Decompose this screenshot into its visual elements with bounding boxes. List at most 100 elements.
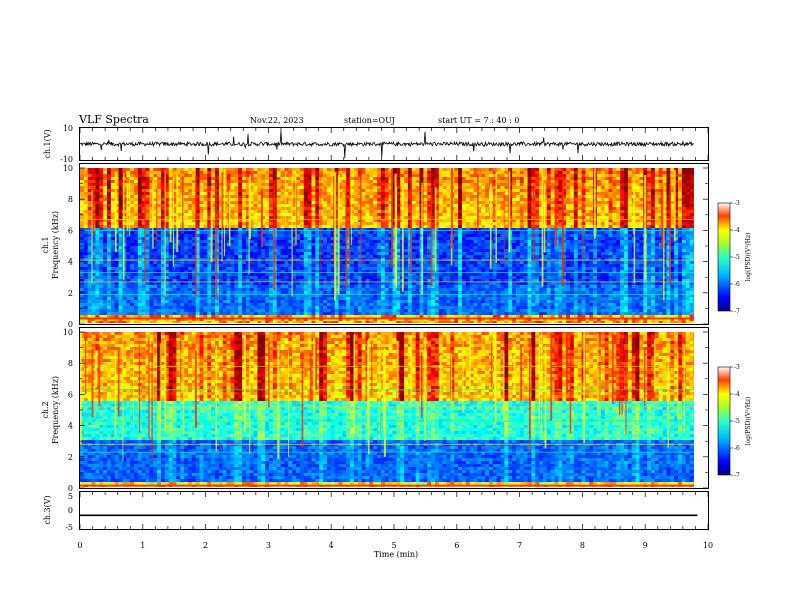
spectrogram-cell bbox=[211, 267, 216, 271]
spectrogram-cell bbox=[384, 285, 390, 289]
spectrogram-cell bbox=[384, 282, 390, 286]
spectrogram-cell bbox=[303, 237, 309, 241]
spectrogram-cell bbox=[315, 168, 320, 172]
spectrogram-cell bbox=[342, 306, 347, 310]
spectrogram-cell bbox=[153, 291, 158, 295]
spectrogram-cell bbox=[388, 228, 393, 232]
spectrogram-cell bbox=[145, 201, 150, 205]
spectrogram-cell bbox=[323, 321, 328, 323]
spectrogram-cell bbox=[87, 288, 92, 292]
spectrogram-cell bbox=[423, 282, 428, 286]
spectrogram-cell bbox=[284, 279, 289, 283]
spectrogram-cell bbox=[161, 198, 166, 202]
spectrogram-cell bbox=[280, 279, 285, 283]
spectrogram-cell bbox=[357, 261, 363, 265]
spectrogram-cell bbox=[180, 264, 185, 268]
spectrogram-cell bbox=[245, 261, 251, 265]
spectrogram-cell bbox=[114, 291, 119, 295]
spectrogram-cell bbox=[373, 207, 378, 211]
spectrogram-cell bbox=[134, 255, 139, 259]
spectrogram-cell bbox=[238, 297, 243, 301]
spectrogram-cell bbox=[253, 309, 258, 313]
spectrogram-cell bbox=[431, 177, 436, 181]
spectrogram-cell bbox=[296, 294, 301, 298]
spectrogram-cell bbox=[265, 294, 270, 298]
spectrogram-cell bbox=[195, 249, 201, 253]
spectrogram-cell bbox=[230, 309, 235, 313]
spectrogram-cell bbox=[203, 204, 208, 208]
spectrogram-cell bbox=[153, 168, 158, 172]
spectrogram-cell bbox=[296, 252, 301, 256]
spectrogram-cell bbox=[311, 207, 316, 211]
spectrogram-cell bbox=[114, 276, 119, 280]
spectrogram-cell bbox=[245, 183, 251, 187]
spectrogram-cell bbox=[269, 261, 274, 265]
spectrogram-cell bbox=[276, 183, 282, 187]
spectrogram-cell bbox=[330, 189, 336, 193]
spectrogram-cell bbox=[346, 252, 351, 256]
spectrogram-cell bbox=[145, 243, 150, 247]
spectrogram-cell bbox=[83, 243, 89, 247]
spectrogram-cell bbox=[303, 219, 309, 223]
spectrogram-cell bbox=[149, 186, 154, 190]
spectrogram-cell bbox=[427, 240, 432, 244]
spectrogram-cell bbox=[110, 210, 116, 214]
spectrogram-cell bbox=[404, 234, 409, 238]
spectrogram-cell bbox=[145, 321, 150, 323]
spectrogram-cell bbox=[149, 282, 154, 286]
spectrogram-cell bbox=[438, 168, 444, 172]
spectrogram-cell bbox=[415, 309, 420, 313]
spectrogram-cell bbox=[388, 282, 393, 286]
spectrogram-cell bbox=[380, 267, 386, 271]
spectrogram-cell bbox=[334, 234, 339, 238]
spectrogram-cell bbox=[353, 312, 359, 316]
spectrogram-cell bbox=[242, 309, 247, 313]
spectrogram-cell bbox=[280, 297, 285, 301]
spectrogram-cell bbox=[164, 270, 170, 274]
spectrogram-cell bbox=[180, 309, 185, 313]
spectrogram-cell bbox=[284, 282, 289, 286]
spectrogram-cell bbox=[261, 225, 266, 229]
spectrogram-cell bbox=[164, 294, 170, 298]
spectrogram-cell bbox=[249, 186, 255, 190]
spectrogram-cell bbox=[207, 240, 212, 244]
spectrogram-cell bbox=[191, 252, 197, 256]
spectrogram-cell bbox=[269, 294, 274, 298]
spectrogram-cell bbox=[272, 294, 278, 298]
spectrogram-cell bbox=[346, 216, 351, 220]
spectrogram-cell bbox=[172, 282, 177, 286]
spectrogram-cell bbox=[269, 192, 274, 196]
spectrogram-cell bbox=[103, 234, 108, 238]
spectrogram-cell bbox=[269, 270, 274, 274]
spectrogram-cell bbox=[307, 210, 312, 214]
spectrogram-cell bbox=[303, 234, 309, 238]
spectrogram-cell bbox=[326, 279, 332, 283]
spectrogram-cell bbox=[284, 207, 289, 211]
spectrogram-cell bbox=[380, 243, 386, 247]
spectrogram-cell bbox=[361, 264, 366, 268]
spectrogram-cell bbox=[157, 177, 162, 181]
spectrogram-cell bbox=[369, 288, 374, 292]
spectrogram-cell bbox=[338, 318, 343, 322]
spectrogram-cell bbox=[261, 189, 266, 193]
spectrogram-cell bbox=[161, 288, 166, 292]
spectrogram-cell bbox=[130, 183, 135, 187]
spectrogram-cell bbox=[292, 300, 297, 304]
spectrogram-cell bbox=[184, 261, 189, 265]
spectrogram-cell bbox=[118, 189, 123, 193]
spectrogram-cell bbox=[338, 249, 343, 253]
ch1-waveform bbox=[80, 130, 694, 159]
spectrogram-cell bbox=[423, 261, 428, 265]
spectrogram-cell bbox=[137, 285, 143, 289]
spectrogram-cell bbox=[134, 297, 139, 301]
spectrogram-cell bbox=[245, 255, 251, 259]
spectrogram-cell bbox=[284, 276, 289, 280]
spectrogram-cell bbox=[288, 306, 293, 310]
spectrogram-cell bbox=[353, 198, 359, 202]
spectrogram-cell bbox=[392, 171, 397, 175]
spectrogram-cell bbox=[153, 276, 158, 280]
spectrogram-cell bbox=[234, 264, 239, 268]
spectrogram-cell bbox=[207, 300, 212, 304]
spectrogram-cell bbox=[203, 234, 208, 238]
spectrogram-cell bbox=[284, 285, 289, 289]
